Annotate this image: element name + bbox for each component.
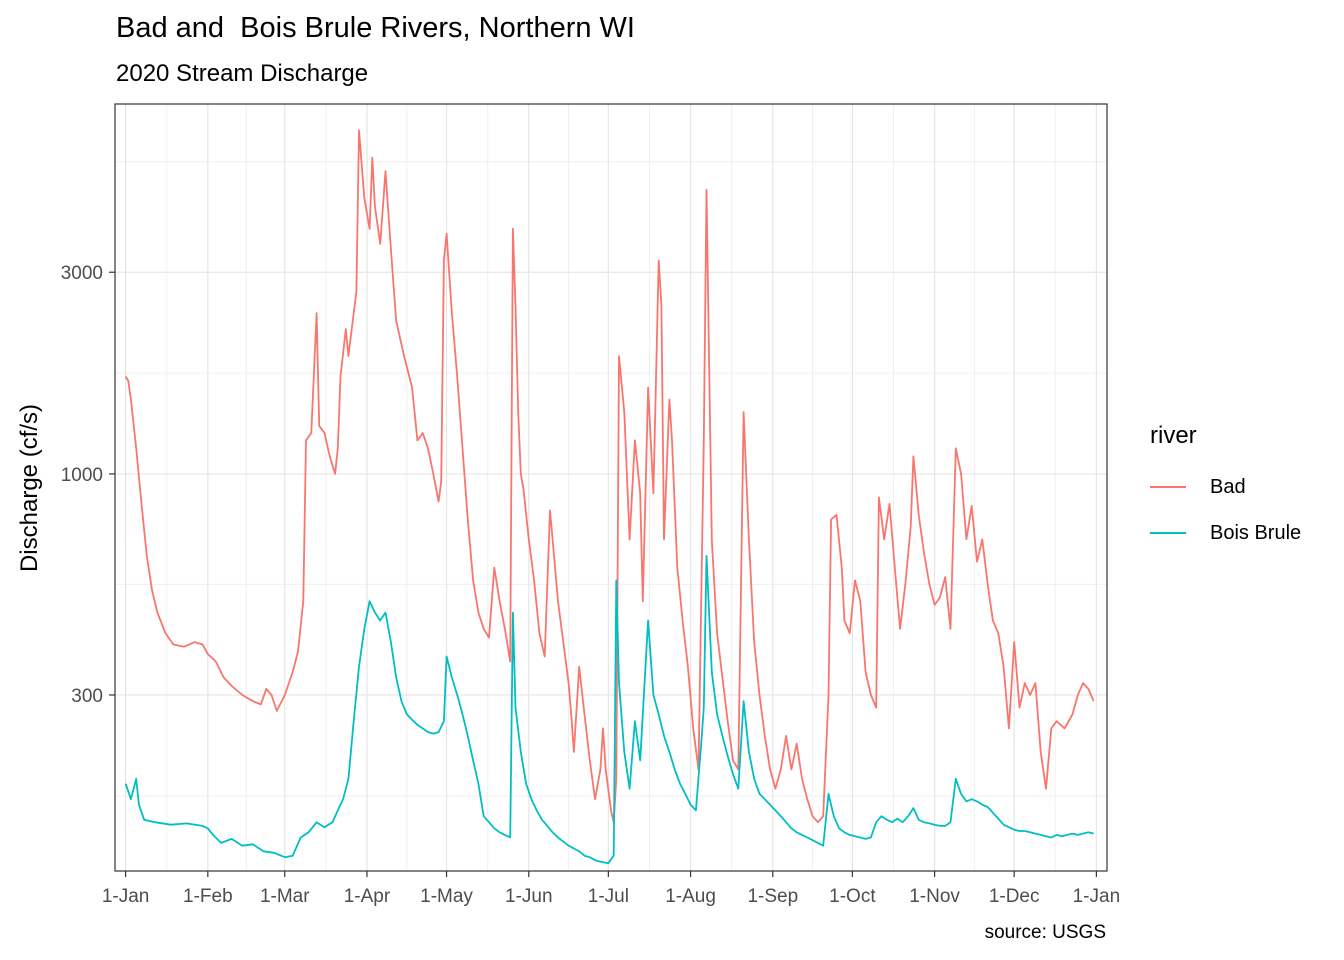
x-tick-label: 1-May: [420, 886, 473, 907]
x-tick-label: 1-Nov: [909, 886, 960, 907]
legend-item-bad: Bad: [1150, 464, 1301, 510]
x-tick-label: 1-Jan: [102, 886, 150, 907]
y-tick-label: 300: [71, 686, 103, 707]
legend-label-bad: Bad: [1210, 475, 1246, 498]
legend-key-bad: [1150, 486, 1186, 488]
minor-gridlines: [115, 104, 1107, 871]
x-tick-label: 1-Aug: [665, 886, 716, 907]
series-layer: [124, 129, 1095, 865]
chart-subtitle: 2020 Stream Discharge: [116, 60, 369, 87]
x-tick-label: 1-Feb: [183, 886, 233, 907]
legend-title: river: [1150, 422, 1197, 449]
plot-border: [114, 103, 1108, 872]
x-tick-label: 1-Jan: [1073, 886, 1121, 907]
x-tick-label: 1-Apr: [344, 886, 391, 907]
legend-item-bois-brule: Bois Brule: [1150, 510, 1301, 556]
x-tick-label: 1-Oct: [829, 886, 876, 907]
y-tick-label: 3000: [61, 263, 103, 284]
chart-title: Bad and Bois Brule Rivers, Northern WI: [116, 12, 635, 44]
x-tick-label: 1-Mar: [260, 886, 310, 907]
series-line-bois-brule: [124, 555, 1094, 865]
y-tick-label: 1000: [61, 465, 103, 486]
series-line-bad: [124, 129, 1095, 824]
axis-ticks: [109, 271, 1097, 877]
x-tick-label: 1-Jun: [505, 886, 553, 907]
legend-label-bois-brule: Bois Brule: [1210, 521, 1302, 544]
legend-key-bois-brule: [1150, 532, 1186, 534]
chart-caption: source: USGS: [984, 922, 1106, 943]
x-tick-label: 1-Dec: [989, 886, 1040, 907]
major-gridlines: [115, 104, 1107, 871]
axis-tick-labels: 1-Jan 1-Feb 1-Mar 1-Apr 1-May 1-Jun 1-Jul 1-Aug…: [61, 263, 1120, 907]
x-tick-label: 1-Sep: [747, 886, 798, 907]
legend: river Bad Bois Brule: [1150, 422, 1301, 556]
x-tick-label: 1-Jul: [588, 886, 629, 907]
